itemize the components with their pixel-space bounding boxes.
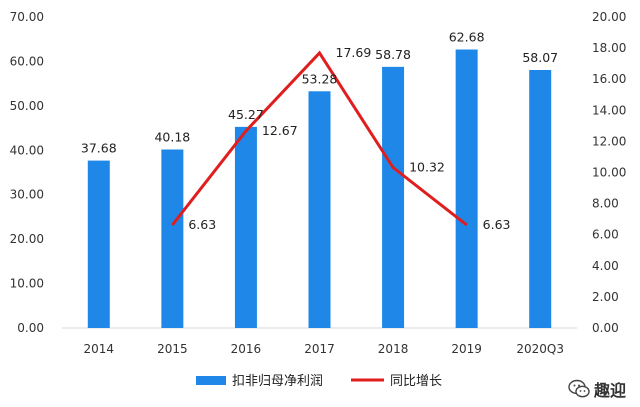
right-tick-label: 18.00 (592, 41, 626, 55)
right-tick-label: 14.00 (592, 103, 626, 117)
watermark: 趣迎 (568, 377, 626, 401)
bar-value-label: 58.07 (522, 50, 558, 65)
line-point (319, 52, 320, 54)
bar (382, 66, 405, 329)
right-tick-label: 20.00 (592, 10, 626, 24)
right-tick-label: 4.00 (592, 259, 619, 273)
category-label: 2015 (157, 342, 188, 356)
wechat-icon (568, 379, 590, 398)
category-label: 2020Q3 (516, 342, 564, 356)
right-tick-label: 8.00 (592, 197, 619, 211)
category-label: 2019 (451, 342, 482, 356)
bar-value-label: 53.28 (302, 71, 338, 86)
bar (234, 126, 257, 328)
left-tick-label: 0.00 (17, 321, 44, 335)
legend-label-bar: 扣非归母净利润 (232, 374, 323, 389)
bar-value-label: 37.68 (81, 141, 117, 156)
bar (87, 160, 110, 328)
bar-series (87, 49, 552, 329)
legend: 扣非归母净利润 同比增长 (196, 374, 442, 389)
right-tick-label: 6.00 (592, 228, 619, 242)
line-point (392, 167, 394, 169)
bar-data-labels: 37.68 40.18 45.27 53.28 58.78 62.68 58.07 (81, 30, 558, 156)
right-tick-label: 12.00 (592, 134, 626, 148)
watermark-text: 趣迎 (593, 381, 626, 400)
bar (455, 49, 478, 328)
category-label: 2014 (84, 342, 115, 356)
line-value-label: 12.67 (262, 123, 298, 138)
left-tick-label: 10.00 (10, 277, 44, 291)
left-tick-label: 60.00 (10, 54, 44, 68)
category-label: 2016 (231, 342, 262, 356)
legend-swatch-bar (196, 376, 226, 385)
right-tick-label: 2.00 (592, 290, 619, 304)
x-axis-ticks: 2014 2015 2016 2017 2018 2019 2020Q3 (84, 342, 565, 356)
line-point (466, 224, 468, 226)
left-tick-label: 40.00 (10, 143, 44, 157)
line-value-label: 17.69 (336, 45, 372, 60)
bar-value-label: 40.18 (154, 129, 190, 144)
left-tick-label: 20.00 (10, 232, 44, 246)
right-tick-label: 0.00 (592, 321, 619, 335)
bar-value-label: 58.78 (375, 47, 411, 62)
line-point (171, 224, 173, 226)
bar (161, 149, 184, 328)
right-axis-ticks: 0.00 2.00 4.00 6.00 8.00 10.00 12.00 14.00 16.00… (592, 10, 626, 335)
category-label: 2018 (378, 342, 409, 356)
category-label: 2017 (304, 342, 335, 356)
left-tick-label: 70.00 (10, 10, 44, 24)
line-value-label: 10.32 (409, 160, 445, 175)
legend-label-line: 同比增长 (390, 374, 442, 389)
line-value-label: 6.63 (188, 217, 216, 232)
left-tick-label: 50.00 (10, 99, 44, 113)
right-tick-label: 10.00 (592, 166, 626, 180)
bar-value-label: 62.68 (449, 30, 485, 45)
bar (529, 70, 552, 328)
bar (308, 91, 331, 328)
left-tick-label: 30.00 (10, 188, 44, 202)
bar-value-label: 45.27 (228, 107, 264, 122)
line-point (245, 130, 247, 132)
line-series (171, 50, 468, 227)
right-tick-label: 16.00 (592, 72, 626, 86)
line-value-label: 6.63 (483, 217, 511, 232)
line-data-labels: 6.63 12.67 17.69 10.32 6.63 (188, 45, 510, 232)
left-axis-ticks: 0.00 10.00 20.00 30.00 40.00 50.00 60.00 70.00 (10, 10, 44, 335)
